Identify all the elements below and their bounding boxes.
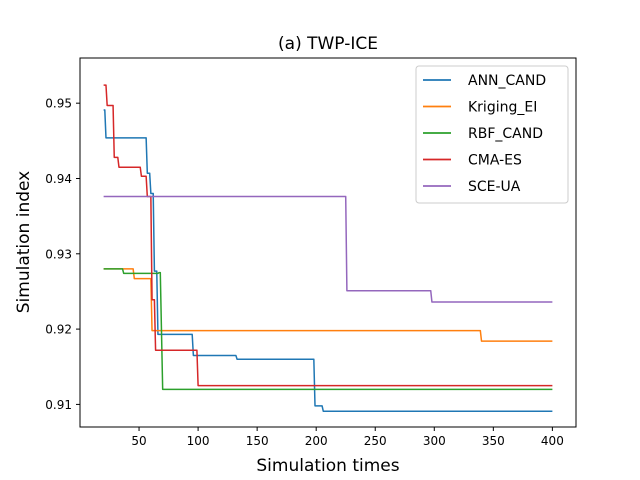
chart-title: (a) TWP-ICE bbox=[278, 34, 378, 54]
series-line-4 bbox=[103, 195, 553, 303]
series-line-0 bbox=[103, 109, 553, 412]
x-tick-label: 300 bbox=[423, 434, 446, 448]
x-tick-label: 50 bbox=[131, 434, 146, 448]
legend-label-3: CMA-ES bbox=[468, 153, 522, 169]
legend: ANN_CAND Kriging_EI RBF_CAND CMA-ES SCE-UA bbox=[415, 65, 569, 204]
legend-label-4: SCE-UA bbox=[468, 179, 521, 195]
x-tick-label: 400 bbox=[541, 434, 564, 448]
x-axis: 50 100 150 200 250 300 350 400 bbox=[131, 427, 564, 448]
plot-frame bbox=[79, 57, 577, 428]
legend-label-1: Kriging_EI bbox=[468, 100, 537, 116]
y-axis-label: Simulation index bbox=[14, 171, 34, 313]
y-tick-label: 0.94 bbox=[45, 172, 72, 186]
y-axis: 0.91 0.92 0.93 0.94 0.95 bbox=[45, 97, 80, 412]
series-line-2 bbox=[103, 268, 553, 391]
x-axis-label: Simulation times bbox=[256, 456, 399, 476]
x-tick-label: 200 bbox=[305, 434, 328, 448]
y-tick-label: 0.93 bbox=[45, 247, 72, 261]
legend-frame bbox=[415, 65, 569, 204]
y-tick-label: 0.92 bbox=[45, 323, 72, 337]
x-tick-label: 250 bbox=[364, 434, 387, 448]
x-tick-label: 150 bbox=[246, 434, 269, 448]
y-tick-label: 0.95 bbox=[45, 97, 72, 111]
legend-label-0: ANN_CAND bbox=[468, 73, 546, 89]
series-line-1 bbox=[103, 268, 553, 342]
series-line-3 bbox=[103, 84, 553, 387]
x-tick-label: 350 bbox=[482, 434, 505, 448]
x-tick-label: 100 bbox=[187, 434, 210, 448]
y-tick-label: 0.91 bbox=[45, 398, 72, 412]
series-layer bbox=[103, 84, 553, 412]
legend-label-2: RBF_CAND bbox=[468, 126, 543, 142]
